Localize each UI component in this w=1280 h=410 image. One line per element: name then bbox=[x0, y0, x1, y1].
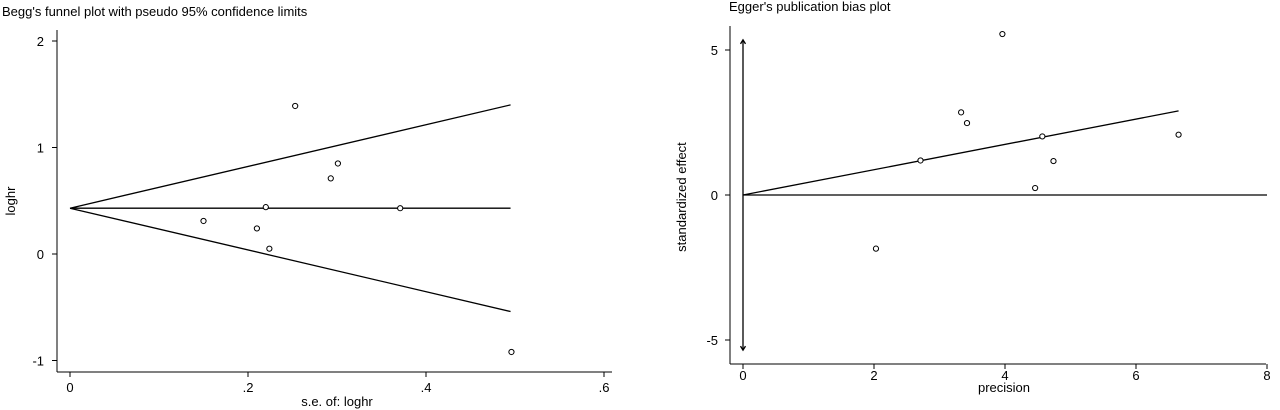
egger-x-tick-label: 8 bbox=[1263, 368, 1270, 383]
egger-data-point bbox=[1175, 131, 1182, 138]
egger-data-point bbox=[1039, 133, 1046, 140]
begg-x-tick-label: .2 bbox=[243, 380, 254, 395]
egger-x-tick-label: 0 bbox=[739, 368, 746, 383]
begg-x-label: s.e. of: loghr bbox=[301, 394, 373, 409]
begg-data-point bbox=[508, 348, 515, 356]
begg-data-point bbox=[262, 204, 269, 211]
egger-points bbox=[872, 30, 1182, 252]
begg-funnel-plot: Begg's funnel plot with pseudo 95% confi… bbox=[2, 4, 612, 409]
egger-lines bbox=[739, 38, 1267, 352]
begg-ticks: 0 .2 .4 .6 -1 0 1 2 bbox=[32, 34, 609, 395]
begg-data-point bbox=[292, 102, 299, 110]
begg-x-tick-label: .4 bbox=[421, 380, 432, 395]
egger-bias-plot: Egger's publication bias plot 0 2 4 6 8-505 … bbox=[674, 0, 1271, 395]
egger-y-tick-label: 0 bbox=[711, 188, 718, 203]
egger-y-label: standardized effect bbox=[674, 142, 689, 252]
egger-x-label: precision bbox=[978, 380, 1030, 395]
begg-data-point bbox=[266, 245, 273, 252]
egger-data-point bbox=[958, 109, 965, 116]
begg-y-label: loghr bbox=[3, 186, 18, 216]
begg-x-tick-label: 0 bbox=[66, 380, 73, 395]
begg-title: Begg's funnel plot with pseudo 95% confi… bbox=[2, 4, 308, 19]
egger-y-tick-label: -5 bbox=[706, 333, 718, 348]
egger-ticks: 0 2 4 6 8 -5 0 5 bbox=[706, 43, 1270, 383]
begg-x-tick-label: .6 bbox=[599, 380, 610, 395]
egger-ci-lower-cap bbox=[739, 345, 747, 352]
egger-x-tick-label: 6 bbox=[1132, 368, 1139, 383]
begg-data-point bbox=[253, 225, 260, 232]
begg-data-point bbox=[200, 217, 207, 225]
egger-data-point bbox=[999, 30, 1006, 38]
egger-data-point bbox=[963, 119, 971, 127]
begg-line-upper-limit bbox=[69, 104, 511, 209]
begg-line-lower-limit bbox=[69, 207, 511, 313]
egger-ci-upper-cap bbox=[739, 38, 747, 45]
begg-points bbox=[200, 102, 515, 356]
egger-line-regression-line bbox=[742, 110, 1179, 196]
egger-data-point bbox=[1050, 157, 1057, 165]
egger-data-point bbox=[917, 157, 924, 164]
begg-y-tick-label: 0 bbox=[37, 247, 44, 262]
egger-y-tick-label: 5 bbox=[711, 43, 718, 58]
egger-x-tick-label: 4 bbox=[1001, 368, 1008, 383]
begg-y-tick-label: 2 bbox=[37, 34, 44, 49]
begg-data-point bbox=[397, 205, 404, 212]
egger-title: Egger's publication bias plot bbox=[729, 0, 891, 14]
begg-data-point bbox=[327, 175, 334, 182]
begg-data-point bbox=[334, 160, 341, 167]
begg-y-tick-label: 1 bbox=[37, 141, 44, 156]
egger-data-point bbox=[1032, 184, 1039, 192]
begg-y-tick-label: -1 bbox=[32, 354, 44, 369]
egger-data-point bbox=[872, 245, 880, 252]
egger-x-tick-label: 2 bbox=[870, 368, 877, 383]
begg-lines bbox=[69, 104, 511, 313]
